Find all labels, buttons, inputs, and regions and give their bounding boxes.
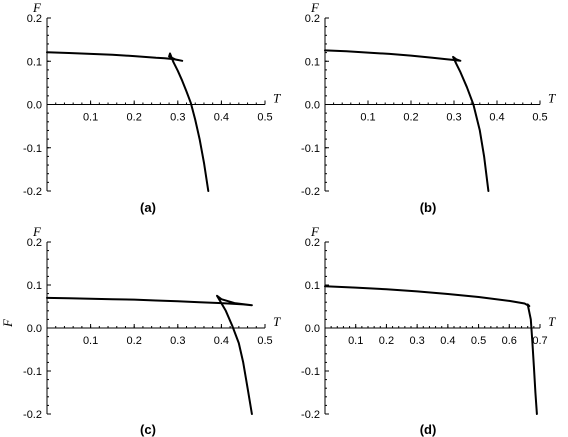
x-tick-label: 0.4 xyxy=(489,112,504,124)
y-tick-label: 0.2 xyxy=(27,13,42,25)
y-axis-name: F xyxy=(310,0,320,15)
x-tick-label: 0.2 xyxy=(379,335,394,347)
x-tick-label: 0.3 xyxy=(446,112,461,124)
y-tick-label: 0.1 xyxy=(27,56,42,68)
panel-label: (d) xyxy=(420,422,437,437)
y-tick-label: -0.2 xyxy=(301,409,320,421)
y-axis-name: F xyxy=(32,224,42,239)
x-tick-label: 0.1 xyxy=(360,112,375,124)
x-tick-label: 0.5 xyxy=(257,112,272,124)
x-tick-label: 0.4 xyxy=(440,335,455,347)
y-tick-label: -0.1 xyxy=(23,366,42,378)
x-tick-label: 0.3 xyxy=(170,112,185,124)
x-tick-label: 0.1 xyxy=(348,335,363,347)
panel-c: -0.2 -0.1 0.0 0.1 0.2 0.1 0.2 0.3 0.4 0.5 F T F (c) xyxy=(0,224,281,437)
y-axis-name: F xyxy=(310,224,320,239)
x-tick-label: 0.5 xyxy=(532,112,547,124)
panel-b: -0.2 -0.1 0.0 0.1 0.2 0.1 0.2 0.3 0.4 0.5 F T (b) xyxy=(301,0,556,215)
y-tick-label: 0.1 xyxy=(305,56,320,68)
y-tick-label: 0.2 xyxy=(305,237,320,249)
y-tick-label: -0.2 xyxy=(23,186,42,198)
x-tick-label: 0.1 xyxy=(83,112,98,124)
panel-a: -0.2 -0.1 0.0 0.1 0.2 0.1 0.2 0.3 0.4 0.5 F T (a) xyxy=(23,0,281,215)
x-tick-label: 0.4 xyxy=(214,335,229,347)
y-tick-label: -0.2 xyxy=(23,409,42,421)
y-tick-label: 0.2 xyxy=(305,13,320,25)
x-tick-label: 0.4 xyxy=(214,112,229,124)
y-tick-label: 0.2 xyxy=(27,237,42,249)
x-axis-name: T xyxy=(273,314,281,329)
panel-d: -0.2 -0.1 0.0 0.1 0.2 0.1 0.2 0.3 0.4 0.5 0.6 0.7 F T… xyxy=(301,224,556,437)
y-tick-label: -0.1 xyxy=(23,143,42,155)
x-tick-label: 0.5 xyxy=(471,335,486,347)
panel-label: (c) xyxy=(140,422,156,437)
x-tick-label: 0.7 xyxy=(532,335,547,347)
y-tick-label: 0.1 xyxy=(305,280,320,292)
panel-label: (a) xyxy=(140,200,156,215)
y-axis-name: F xyxy=(32,0,42,15)
series-line xyxy=(46,294,253,415)
x-axis-name: T xyxy=(273,91,281,106)
y-tick-label: -0.1 xyxy=(301,143,320,155)
x-tick-label: 0.2 xyxy=(403,112,418,124)
y-tick-label: 0.0 xyxy=(305,100,320,112)
y-axis-side-label: F xyxy=(0,318,15,328)
y-tick-label: 0.0 xyxy=(27,100,42,112)
x-tick-label: 0.3 xyxy=(409,335,424,347)
panel-label: (b) xyxy=(420,200,437,215)
x-tick-label: 0.2 xyxy=(127,335,142,347)
x-tick-label: 0.6 xyxy=(502,335,517,347)
series-line xyxy=(46,51,210,192)
series-line xyxy=(324,49,490,192)
y-tick-label: 0.0 xyxy=(305,323,320,335)
y-tick-label: 0.1 xyxy=(27,280,42,292)
x-tick-label: 0.1 xyxy=(83,335,98,347)
series-line xyxy=(324,285,538,415)
x-tick-label: 0.3 xyxy=(170,335,185,347)
y-tick-label: 0.0 xyxy=(27,323,42,335)
x-axis-name: T xyxy=(548,91,556,106)
x-axis-name: T xyxy=(548,314,556,329)
y-tick-label: -0.2 xyxy=(301,186,320,198)
y-tick-label: -0.1 xyxy=(301,366,320,378)
x-tick-label: 0.2 xyxy=(127,112,142,124)
x-tick-label: 0.5 xyxy=(257,335,272,347)
